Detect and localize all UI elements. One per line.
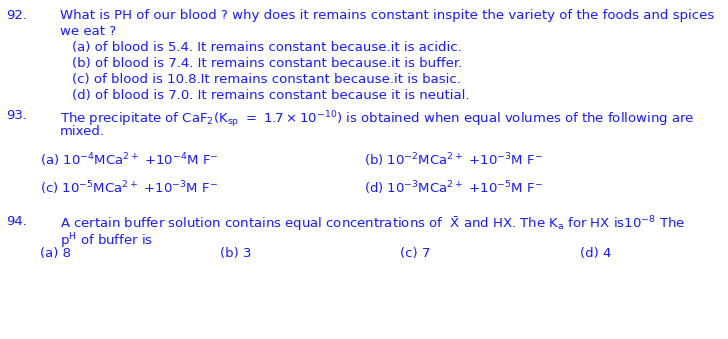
Text: we eat ?: we eat ?	[60, 25, 116, 38]
Text: A certain buffer solution contains equal concentrations of  $\mathregular{\bar{X: A certain buffer solution contains equal…	[60, 215, 685, 234]
Text: The precipitate of $\mathregular{CaF_2(K_{sp}\ =\ 1.7\times10^{-10})}$ is obtain: The precipitate of $\mathregular{CaF_2(K…	[60, 109, 694, 129]
Text: (c) $\mathregular{10^{-5}}$MCa$\mathregular{^{2+}}$ +$\mathregular{10^{-3}}$M F$: (c) $\mathregular{10^{-5}}$MCa$\mathregu…	[40, 179, 218, 197]
Text: (b) $\mathregular{10^{-2}}$MCa$\mathregular{^{2+}}$ +$\mathregular{10^{-3}}$M F$: (b) $\mathregular{10^{-2}}$MCa$\mathregu…	[364, 151, 543, 168]
Text: (a) 8: (a) 8	[40, 247, 71, 260]
Text: (c) 7: (c) 7	[400, 247, 430, 260]
Text: mixed.: mixed.	[60, 125, 105, 138]
Text: 92.: 92.	[6, 9, 27, 22]
Text: What is PH of our blood ? why does it remains constant inspite the variety of th: What is PH of our blood ? why does it re…	[60, 9, 714, 22]
Text: 93.: 93.	[6, 109, 27, 122]
Text: (d) of blood is 7.0. It remains constant because it is neutial.: (d) of blood is 7.0. It remains constant…	[72, 89, 470, 102]
Text: (b) of blood is 7.4. It remains constant because.it is buffer.: (b) of blood is 7.4. It remains constant…	[72, 57, 462, 70]
Text: (a) of blood is 5.4. It remains constant because.it is acidic.: (a) of blood is 5.4. It remains constant…	[72, 41, 462, 54]
Text: p$\mathregular{^H}$ of buffer is: p$\mathregular{^H}$ of buffer is	[60, 231, 153, 251]
Text: (a) $\mathregular{10^{-4}}$MCa$\mathregular{^{2+}}$ +$\mathregular{10^{-4}}$M F$: (a) $\mathregular{10^{-4}}$MCa$\mathregu…	[40, 151, 218, 168]
Text: (b) 3: (b) 3	[220, 247, 251, 260]
Text: (d) 4: (d) 4	[580, 247, 612, 260]
Text: (c) of blood is 10.8.It remains constant because.it is basic.: (c) of blood is 10.8.It remains constant…	[72, 73, 461, 86]
Text: 94.: 94.	[6, 215, 27, 228]
Text: (d) $\mathregular{10^{-3}}$MCa$\mathregular{^{2+}}$ +$\mathregular{10^{-5}}$M F$: (d) $\mathregular{10^{-3}}$MCa$\mathregu…	[364, 179, 543, 197]
